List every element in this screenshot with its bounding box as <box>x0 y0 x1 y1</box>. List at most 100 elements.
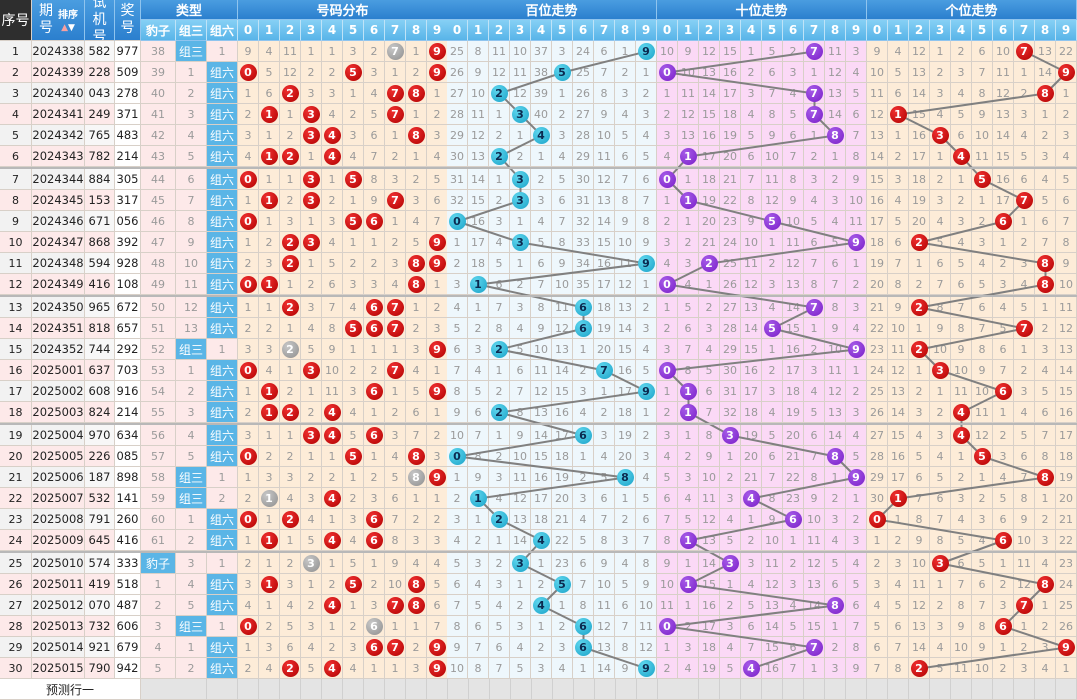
hundreds-omission: 14 <box>594 211 615 232</box>
distribution-omission: 1 <box>280 530 301 551</box>
predict-cell[interactable] <box>993 679 1014 700</box>
predict-cell[interactable] <box>951 679 972 700</box>
predict-cell[interactable] <box>720 679 741 700</box>
header-type: 类型 <box>141 0 238 20</box>
predict-cell[interactable] <box>469 679 490 700</box>
row-seq: 2 <box>0 62 32 83</box>
units-omission: 5 <box>888 595 909 616</box>
predict-cell[interactable] <box>658 679 679 700</box>
predict-cell[interactable] <box>322 679 343 700</box>
units-ball-2: 2 <box>910 298 928 316</box>
distribution-omission: 6 <box>364 125 385 146</box>
hundreds-omission: 12 <box>531 381 552 402</box>
row-trial-number: 594 <box>85 253 115 274</box>
tens-omission: 2 <box>825 637 846 658</box>
hundreds-ball-0: 0 <box>448 212 466 230</box>
predict-cell[interactable] <box>364 679 385 700</box>
type-omission: 4 <box>141 637 176 658</box>
predict-cell[interactable] <box>553 679 574 700</box>
sort-down-icon[interactable]: ▼ <box>68 23 75 33</box>
predict-cell[interactable] <box>699 679 720 700</box>
row-prize-number: 392 <box>115 232 141 253</box>
predict-cell[interactable] <box>678 679 699 700</box>
predict-cell[interactable] <box>259 679 280 700</box>
predict-cell[interactable] <box>532 679 553 700</box>
type-hit-2: 组六 <box>207 446 238 467</box>
sort-up-icon[interactable]: ▲ <box>61 23 68 33</box>
predict-cell[interactable] <box>207 679 238 700</box>
units-omission: 9 <box>972 104 993 125</box>
predict-cell[interactable] <box>280 679 301 700</box>
row-period: 2024347 <box>32 232 85 253</box>
distribution-omission: 4 <box>301 637 322 658</box>
distribution-ball-cell: 4 <box>322 125 343 146</box>
distribution-omission: 10 <box>385 574 406 595</box>
hundreds-omission: 3 <box>636 446 657 467</box>
predict-cell[interactable] <box>846 679 867 700</box>
predict-cell[interactable] <box>301 679 322 700</box>
units-omission: 1 <box>993 232 1014 253</box>
predict-cell[interactable] <box>427 679 448 700</box>
predict-cell[interactable] <box>804 679 825 700</box>
units-omission: 7 <box>930 274 951 295</box>
predict-cell[interactable] <box>385 679 406 700</box>
predict-cell[interactable] <box>825 679 846 700</box>
hundreds-ball-4: 4 <box>532 126 550 144</box>
distribution-ball-cell: 1 <box>259 104 280 125</box>
row-seq: 25 <box>0 553 32 574</box>
hundreds-omission: 9 <box>636 232 657 253</box>
distribution-omission: 2 <box>259 318 280 339</box>
tens-omission: 14 <box>699 83 720 104</box>
distribution-omission: 1 <box>364 339 385 360</box>
distribution-omission: 1 <box>322 446 343 467</box>
tens-omission: 4 <box>804 190 825 211</box>
type-omission: 5 <box>176 446 207 467</box>
tens-omission: 23 <box>783 488 804 509</box>
type-omission: 3 <box>141 616 176 637</box>
predict-cell[interactable] <box>490 679 511 700</box>
row-seq: 19 <box>0 425 32 446</box>
predict-cell[interactable] <box>867 679 888 700</box>
hundreds-ball-cell: 2 <box>489 339 510 360</box>
hundreds-omission: 12 <box>636 637 657 658</box>
distribution-omission: 1 <box>364 553 385 574</box>
predict-cell[interactable] <box>595 679 616 700</box>
header-hundreds-digit-8: 8 <box>615 20 636 41</box>
header-distribution-digit-6: 6 <box>364 20 385 41</box>
header-period-sort[interactable]: 期号 排序 ▲▼ <box>32 0 85 41</box>
predict-cell[interactable] <box>448 679 469 700</box>
predict-cell[interactable] <box>741 679 762 700</box>
type-omission: 6 <box>176 169 207 190</box>
hundreds-ball-1: 1 <box>469 489 487 507</box>
predict-cell[interactable] <box>141 679 207 700</box>
tens-omission: 10 <box>804 509 825 530</box>
predict-cell[interactable] <box>909 679 930 700</box>
distribution-omission: 1 <box>322 41 343 62</box>
distribution-ball-1: 1 <box>260 275 278 293</box>
units-ball-8: 8 <box>1036 254 1054 272</box>
tens-omission: 3 <box>657 339 678 360</box>
distribution-omission: 2 <box>301 467 322 488</box>
predict-cell[interactable] <box>1056 679 1077 700</box>
predict-cell[interactable] <box>616 679 637 700</box>
predict-cell[interactable] <box>1035 679 1056 700</box>
predict-cell[interactable] <box>637 679 658 700</box>
predict-cell[interactable] <box>574 679 595 700</box>
header-period: 期号 <box>39 3 53 36</box>
predict-cell[interactable] <box>888 679 909 700</box>
hundreds-omission: 10 <box>531 339 552 360</box>
predict-cell[interactable] <box>930 679 951 700</box>
tens-ball-0: 0 <box>658 617 676 635</box>
predict-cell[interactable] <box>238 679 259 700</box>
row-prize-number: 509 <box>115 62 141 83</box>
hundreds-omission: 29 <box>573 146 594 167</box>
predict-cell[interactable] <box>1014 679 1035 700</box>
predict-cell[interactable] <box>406 679 427 700</box>
predict-cell[interactable] <box>783 679 804 700</box>
hundreds-omission: 1 <box>552 595 573 616</box>
predict-cell[interactable] <box>511 679 532 700</box>
predict-cell[interactable] <box>972 679 993 700</box>
predict-cell[interactable] <box>343 679 364 700</box>
hundreds-ball-6: 6 <box>574 426 592 444</box>
predict-cell[interactable] <box>762 679 783 700</box>
